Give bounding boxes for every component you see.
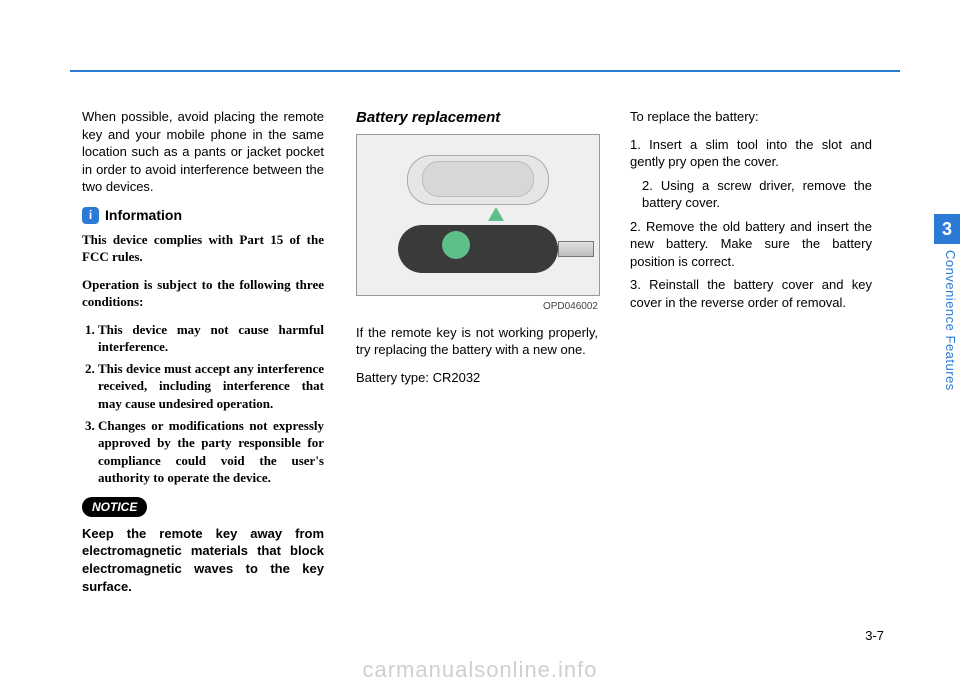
page-number: 3-7 [865,628,884,643]
column-2: Battery replacement OPD046002 If the rem… [356,108,598,605]
notice-text: Keep the remote key away from electromag… [82,525,324,595]
battery-figure [356,134,600,296]
replace-step-2: 2. Remove the old battery and insert the… [630,218,872,271]
section-title-battery: Battery replacement [356,108,598,128]
watermark-text: carmanualsonline.info [0,657,960,683]
info-label: Information [105,206,182,225]
coin-icon [442,231,470,259]
fcc-conditions-list: This device may not cause harmful interf… [82,321,324,487]
manual-page: When possible, avoid placing the remote … [0,0,960,689]
battery-body-1: If the remote key is not working properl… [356,324,598,359]
fcc-condition-3: Changes or modifications not expressly a… [98,417,324,487]
keyfob-top-plate [422,161,534,197]
replace-step-3: 3. Reinstall the battery cover and key c… [630,276,872,311]
replace-step-1a: 1. Insert a slim tool into the slot and … [630,136,872,171]
figure-caption: OPD046002 [356,300,598,314]
intro-paragraph: When possible, avoid placing the remote … [82,108,324,196]
column-3: To replace the battery: 1. Insert a slim… [630,108,872,605]
info-icon: i [82,207,99,224]
replace-step-1b: 2. Using a screw driver, remove the batt… [630,177,872,212]
notice-badge: NOTICE [82,497,147,517]
battery-body-2: Battery type: CR2032 [356,369,598,387]
column-1: When possible, avoid placing the remote … [82,108,324,605]
content-columns: When possible, avoid placing the remote … [82,108,874,605]
chapter-tab: 3 [934,214,960,244]
replace-lead: To replace the battery: [630,108,872,126]
chapter-side-label: Convenience Features [936,250,958,430]
fcc-condition-1: This device may not cause harmful interf… [98,321,324,356]
up-arrow-icon [488,207,504,221]
fcc-conditions-intro: Operation is subject to the following th… [82,276,324,311]
keyfob-bottom-shell [398,225,558,273]
fcc-intro: This device complies with Part 15 of the… [82,231,324,266]
information-heading: i Information [82,206,324,225]
header-rule [70,70,900,72]
fcc-condition-2: This device must accept any interference… [98,360,324,413]
replace-steps: 1. Insert a slim tool into the slot and … [630,136,872,312]
